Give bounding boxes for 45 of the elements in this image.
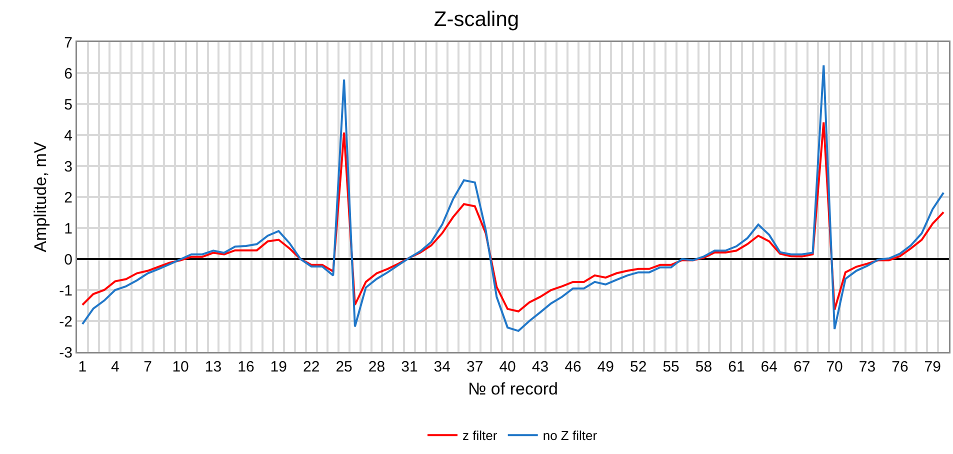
x-tick-label: 16 <box>238 358 254 376</box>
y-tick-label: 2 <box>64 189 72 206</box>
y-tick-label: -3 <box>59 344 72 362</box>
line-series <box>81 64 945 332</box>
x-tick-label: 22 <box>303 358 320 376</box>
legend-label: no Z filter <box>542 428 598 444</box>
x-tick-label: 43 <box>532 358 549 376</box>
x-tick-label: 13 <box>204 358 222 376</box>
y-tick-label: 5 <box>64 96 72 114</box>
x-tick-label: 67 <box>794 358 810 376</box>
x-tick-label: 40 <box>499 358 516 376</box>
y-tick-label: -2 <box>59 313 72 330</box>
y-tick-label: 3 <box>64 158 72 176</box>
x-tick-label: 7 <box>144 358 152 376</box>
x-tick-label: 31 <box>401 358 418 376</box>
x-tick-label: 55 <box>662 358 680 376</box>
x-tick-label: 64 <box>760 358 778 376</box>
x-tick-label: 49 <box>597 358 614 376</box>
y-tick-label: 6 <box>64 65 72 82</box>
x-tick-label: 25 <box>336 358 352 376</box>
y-tick-label: 1 <box>64 220 72 238</box>
y-tick-label: 0 <box>64 251 72 268</box>
chart-title: Z-scaling <box>434 8 520 32</box>
x-tick-label: 34 <box>434 358 450 376</box>
x-tick-label: 70 <box>826 358 843 376</box>
x-tick-label: 61 <box>728 358 745 376</box>
x-tick-label: 4 <box>110 358 120 376</box>
x-tick-label: 28 <box>368 358 386 376</box>
y-tick-label: -1 <box>59 282 72 300</box>
x-axis-title: № of record <box>468 380 558 399</box>
x-tick-label: 52 <box>630 358 647 376</box>
x-tick-label: 1 <box>78 358 87 376</box>
x-tick-label: 79 <box>924 358 941 376</box>
x-tick-label: 37 <box>466 358 484 376</box>
x-tick-label: 10 <box>172 358 189 376</box>
legend-label: z filter <box>462 428 498 444</box>
y-tick-label: 7 <box>64 34 72 52</box>
x-tick-label: 73 <box>858 358 876 376</box>
y-axis-title: Amplitude, mV <box>30 141 50 252</box>
y-tick-label: 4 <box>64 127 72 144</box>
x-tick-label: 76 <box>892 358 908 376</box>
x-tick-label: 19 <box>270 358 287 376</box>
line-series <box>81 121 945 312</box>
x-tick-label: 58 <box>695 358 712 376</box>
x-tick-label: 46 <box>564 358 582 376</box>
